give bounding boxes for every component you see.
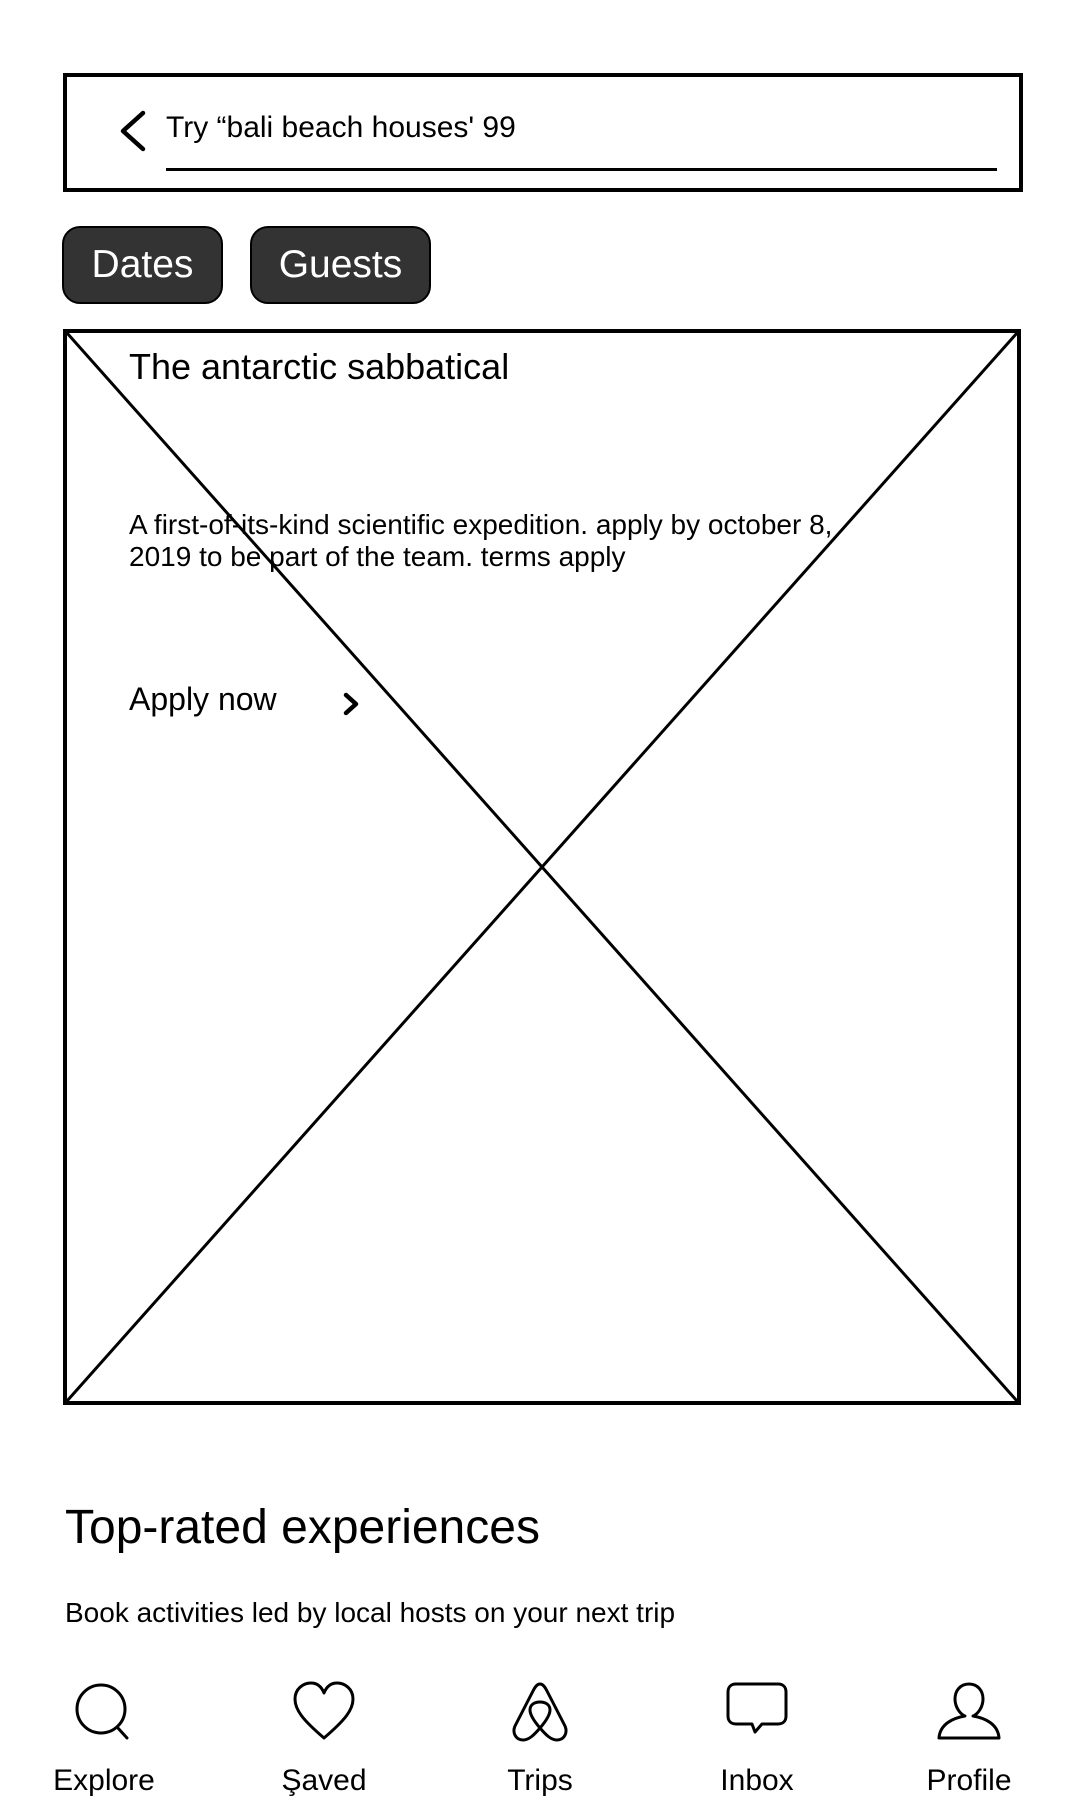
- image-placeholder-icon: [67, 333, 1017, 1401]
- nav-item-trips[interactable]: Trips: [460, 1680, 620, 1800]
- nav-item-inbox[interactable]: Inbox: [677, 1680, 837, 1800]
- apply-now-label: Apply now: [129, 681, 277, 717]
- hero-description: A first-of-its-kind scientific expeditio…: [129, 509, 833, 572]
- heart-icon: [293, 1681, 355, 1740]
- chat-bubble-icon: [726, 1682, 788, 1734]
- nav-label-explore: Explore: [53, 1764, 155, 1797]
- dates-filter-button[interactable]: Dates: [62, 226, 223, 304]
- chevron-right-icon: [343, 692, 358, 716]
- search-input[interactable]: Try “bali beach houses' 99: [166, 111, 516, 144]
- search-underline: [166, 168, 997, 171]
- apply-now-link[interactable]: Apply now: [129, 680, 361, 718]
- user-icon: [937, 1682, 1001, 1740]
- search-bar[interactable]: Try “bali beach houses' 99: [63, 73, 1023, 192]
- section-subtitle: Book activities led by local hosts on yo…: [65, 1597, 676, 1628]
- airbnb-logo-icon: [512, 1682, 568, 1742]
- back-arrow-icon[interactable]: [115, 109, 151, 153]
- nav-label-trips: Trips: [507, 1764, 573, 1797]
- guests-filter-button[interactable]: Guests: [250, 226, 431, 304]
- nav-item-profile[interactable]: Profile: [889, 1680, 1049, 1800]
- nav-label-saved: Şaved: [281, 1764, 367, 1797]
- nav-label-inbox: Inbox: [720, 1764, 794, 1797]
- nav-item-explore[interactable]: Explore: [24, 1680, 184, 1800]
- bottom-navigation: Explore Şaved Trips Inbox Profi: [0, 1680, 1080, 1800]
- nav-label-profile: Profile: [926, 1764, 1012, 1797]
- search-icon: [75, 1683, 129, 1740]
- hero-card[interactable]: The antarctic sabbatical A first-of-its-…: [63, 329, 1021, 1405]
- hero-title: The antarctic sabbatical: [129, 346, 510, 387]
- section-title: Top-rated experiences: [65, 1501, 540, 1554]
- nav-item-saved[interactable]: Şaved: [244, 1680, 404, 1800]
